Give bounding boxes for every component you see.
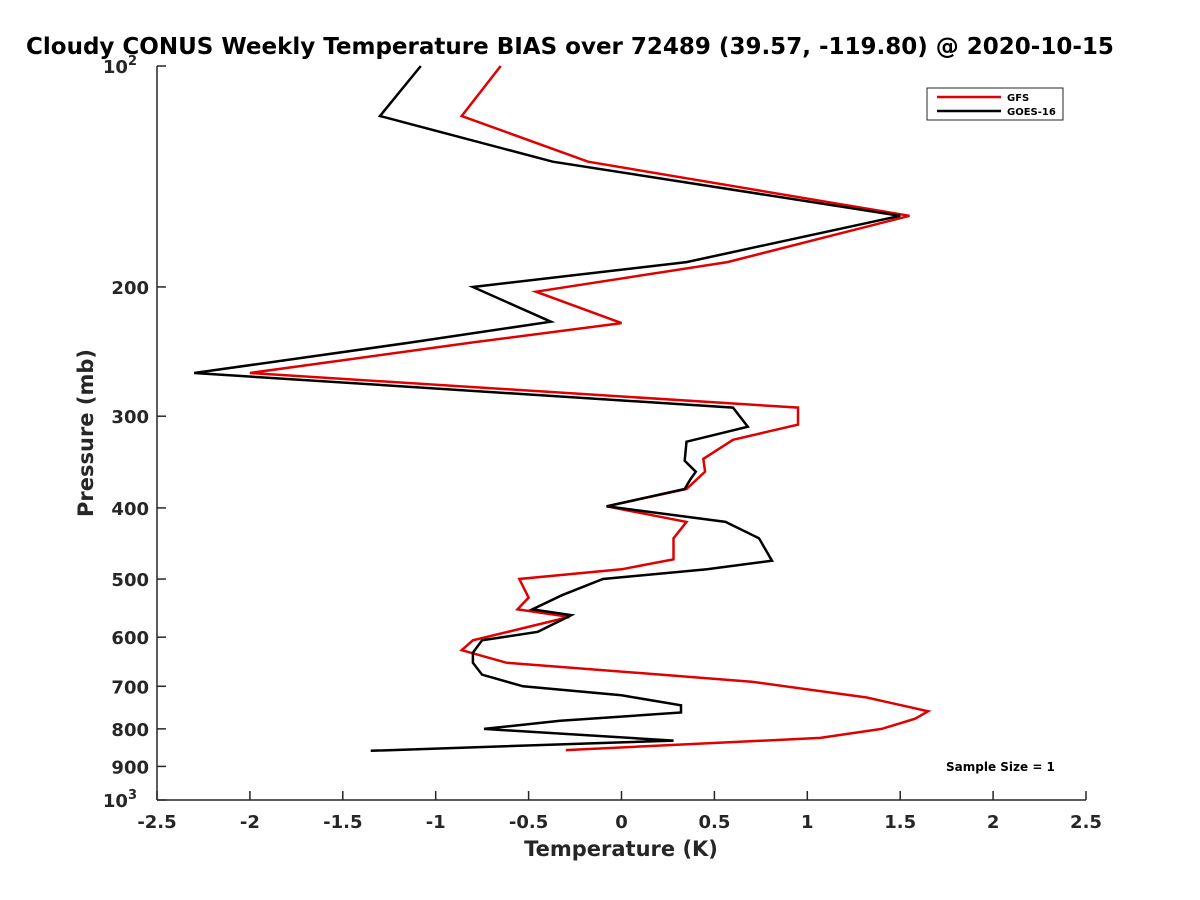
- y-tick-label: 900: [111, 757, 149, 778]
- y-tick-label: 600: [111, 628, 149, 649]
- y-tick-label: 200: [111, 278, 149, 299]
- x-tick-label: 0.5: [698, 812, 730, 833]
- legend: GFS GOES-16: [926, 87, 1064, 121]
- x-axis-label: Temperature (K): [524, 837, 718, 861]
- x-tick-label: 2: [987, 812, 1000, 833]
- legend-label-goes16: GOES-16: [1007, 107, 1056, 118]
- y-axis-label: Pressure (mb): [74, 349, 98, 517]
- y-tick-label: 300: [111, 407, 149, 428]
- y-tick-label: 103: [103, 788, 137, 812]
- series-line-gfs: [249, 65, 932, 752]
- x-tick-label: -2: [240, 812, 260, 833]
- legend-box: [926, 87, 1064, 121]
- x-tick-label: 0: [615, 812, 628, 833]
- legend-label-gfs: GFS: [1007, 93, 1029, 104]
- x-tick-label: -1.5: [323, 812, 362, 833]
- x-axis-ticks: -2.5 -2 -1.5 -1 -0.5 0 0.5 1 1.5 2 2.5: [137, 791, 1102, 833]
- x-tick-label: 2.5: [1070, 812, 1102, 833]
- series-line-goes16: [194, 65, 901, 753]
- x-tick-label: -2.5: [137, 812, 176, 833]
- plot-area: [156, 66, 1086, 801]
- y-tick-label: 800: [111, 720, 149, 741]
- x-tick-label: 1: [801, 812, 814, 833]
- chart-title: Cloudy CONUS Weekly Temperature BIAS ove…: [26, 34, 1114, 60]
- x-tick-label: -1: [426, 812, 446, 833]
- y-tick-label: 500: [111, 570, 149, 591]
- y-axis-ticks: 102 200 300 400 500 600 700 800 900 103: [103, 54, 166, 812]
- y-tick-label: 102: [103, 54, 137, 78]
- y-tick-label: 400: [111, 499, 149, 520]
- x-tick-label: -0.5: [509, 812, 548, 833]
- y-tick-label: 700: [111, 677, 149, 698]
- series-layer: [194, 65, 932, 753]
- x-tick-label: 1.5: [884, 812, 916, 833]
- sample-size-annotation: Sample Size = 1: [946, 760, 1055, 774]
